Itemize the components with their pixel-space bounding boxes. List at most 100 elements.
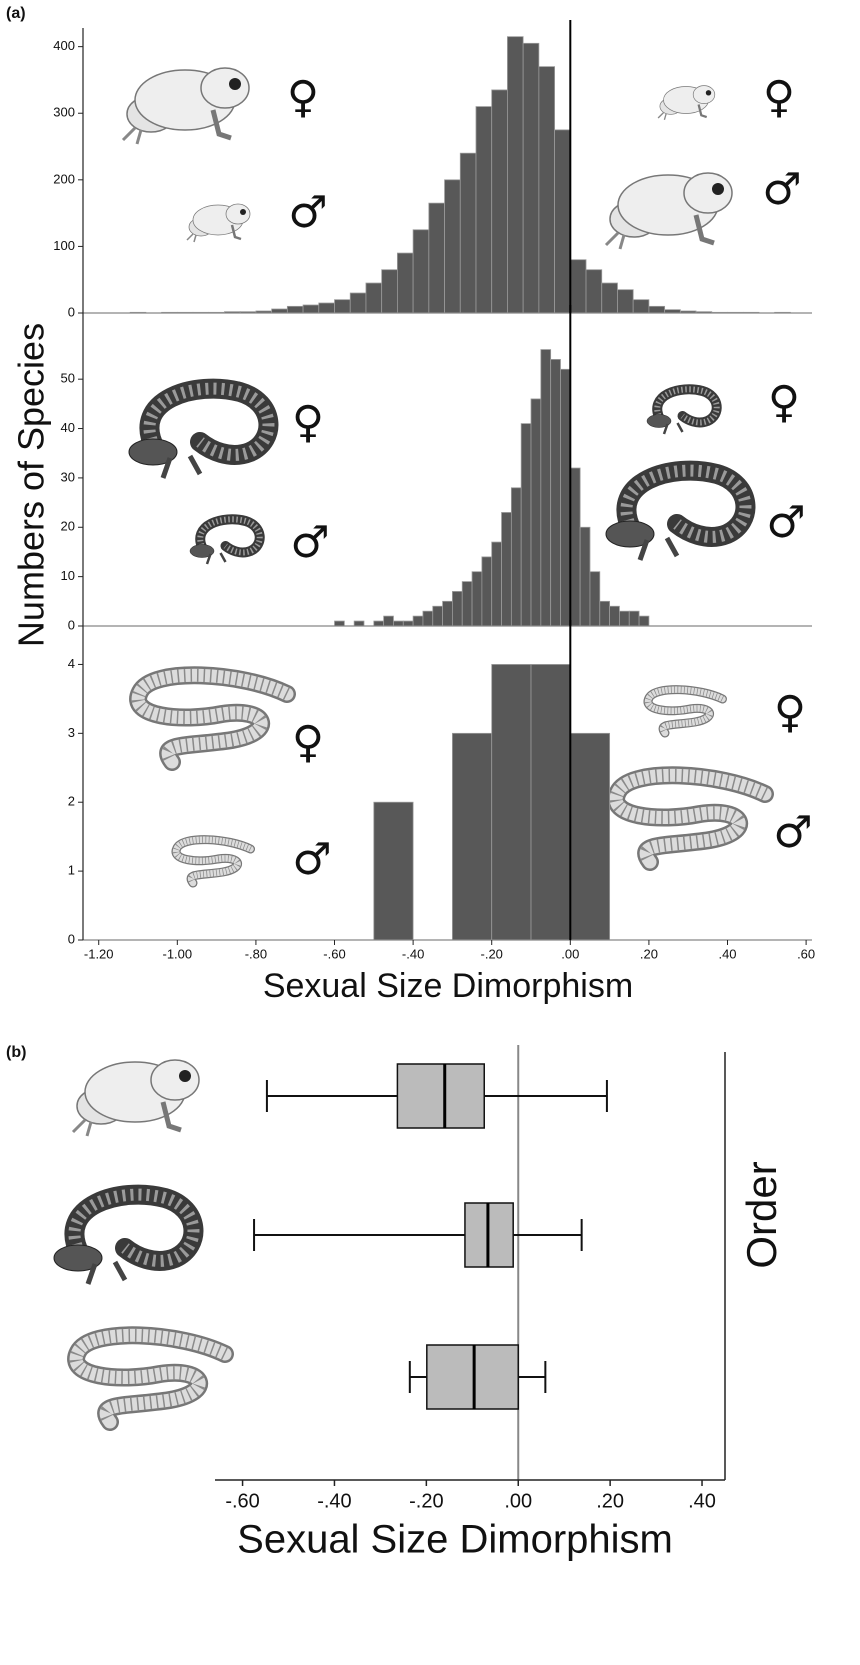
- histogram-bar: [617, 289, 634, 314]
- histogram-bar: [491, 541, 502, 627]
- y-tick-label: 30: [61, 469, 75, 484]
- caecilian-illustration: [643, 685, 727, 738]
- caecilian-illustration: [171, 835, 255, 888]
- y-tick-label: 4: [68, 656, 75, 671]
- caecilian-rings: [609, 768, 768, 866]
- x-tick-label: -.40: [317, 1490, 351, 1512]
- x-tick-label: -1.20: [84, 946, 114, 961]
- y-axis-label: Numbers of Species: [11, 323, 52, 647]
- frog-foot: [121, 126, 143, 145]
- histogram-bar: [632, 299, 650, 314]
- histogram-bar: [353, 620, 365, 627]
- caecilian-rings: [131, 668, 290, 766]
- x-tick-label: -.20: [409, 1490, 443, 1512]
- histogram-bar: [569, 259, 587, 314]
- salamander-head: [605, 520, 655, 548]
- x-tick-label: .40: [718, 946, 736, 961]
- salamander-illustration: [53, 1184, 204, 1285]
- salamander-leg: [160, 454, 203, 479]
- salamander-body: [652, 384, 722, 428]
- x-tick-label: .60: [797, 946, 815, 961]
- histogram-bar: [471, 571, 483, 627]
- x-tick-label: .00: [561, 946, 579, 961]
- frog-foot: [186, 233, 197, 243]
- frog-foot: [604, 231, 626, 250]
- x-axis-label: Sexual Size Dimorphism: [237, 1518, 673, 1562]
- histogram-bar: [589, 571, 601, 627]
- frog-illustration: [186, 203, 251, 243]
- histogram-bar: [412, 229, 430, 314]
- histogram-bar: [318, 302, 335, 314]
- histogram-bar: [628, 610, 640, 627]
- histogram-bar: [648, 305, 666, 314]
- salamander-leg: [662, 422, 684, 435]
- histogram-bar: [381, 269, 398, 314]
- histogram-bar: [579, 526, 591, 627]
- histogram-bar: [585, 269, 603, 314]
- sex-symbol: ♀: [292, 717, 324, 768]
- sex-symbol: ♂: [290, 517, 329, 568]
- caecilian-illustration: [129, 666, 296, 771]
- histogram-bar: [601, 282, 618, 314]
- frog-head: [683, 172, 733, 214]
- histogram-bar: [393, 620, 404, 627]
- x-axis-label: Sexual Size Dimorphism: [263, 967, 633, 1005]
- salamander-stripes: [143, 382, 275, 461]
- caecilian-rings: [644, 686, 724, 735]
- salamander-body: [195, 514, 265, 558]
- histogram-bar: [550, 359, 561, 627]
- salamander-illustration: [128, 378, 279, 479]
- histogram-bar: [554, 129, 571, 314]
- histogram-bar: [452, 591, 463, 627]
- sex-symbol: ♂: [773, 807, 812, 858]
- histogram-bar: [491, 664, 532, 941]
- histogram-bar: [609, 605, 620, 627]
- y-tick-label: 1: [68, 863, 75, 878]
- frog-eye: [240, 209, 246, 215]
- y-tick-label: 200: [53, 171, 75, 186]
- histogram-bar: [530, 664, 571, 941]
- y-tick-label: 20: [61, 519, 75, 534]
- histogram-bar: [560, 368, 571, 627]
- histogram-bar: [461, 581, 473, 627]
- sex-symbol: ♂: [292, 834, 331, 885]
- histogram-bar: [383, 615, 394, 627]
- x-tick-label: -.80: [245, 946, 267, 961]
- histogram-bar: [599, 600, 611, 627]
- x-tick-label: -1.00: [162, 946, 192, 961]
- histogram-bar: [481, 556, 493, 627]
- frog-head: [150, 1059, 200, 1101]
- histogram-bar: [475, 106, 493, 314]
- histogram-bar: [373, 620, 385, 627]
- histogram-bar: [619, 610, 630, 627]
- caecilian-rings: [172, 836, 252, 885]
- histogram-bar: [501, 512, 512, 627]
- x-tick-label: -.60: [225, 1490, 259, 1512]
- histogram-bar: [442, 600, 453, 627]
- frog-arm: [697, 104, 708, 119]
- sex-symbol: ♀: [292, 397, 324, 448]
- histogram-bar: [412, 615, 424, 627]
- y-tick-label: 3: [68, 725, 75, 740]
- y-tick-label: 0: [68, 617, 75, 632]
- frog-eye: [712, 183, 724, 195]
- x-tick-label: .00: [504, 1490, 532, 1512]
- frog-arm: [230, 224, 242, 241]
- sex-symbol: ♀: [287, 72, 319, 123]
- y-tick-label: 50: [61, 371, 75, 386]
- caecilian-rings: [69, 1328, 228, 1426]
- histogram-bar: [522, 42, 540, 314]
- y-tick-label: 2: [68, 794, 75, 809]
- histogram-bar: [638, 615, 650, 627]
- histogram-bar: [365, 282, 383, 314]
- histogram-bar: [396, 252, 414, 314]
- sex-symbol: ♀: [768, 377, 800, 428]
- histogram-bar: [530, 398, 542, 627]
- histogram-bar: [402, 620, 414, 627]
- frog-arm: [693, 214, 715, 246]
- histogram-bar: [538, 66, 555, 314]
- frog-foot: [71, 1118, 93, 1137]
- salamander-leg: [205, 552, 227, 565]
- salamander-head: [189, 544, 215, 558]
